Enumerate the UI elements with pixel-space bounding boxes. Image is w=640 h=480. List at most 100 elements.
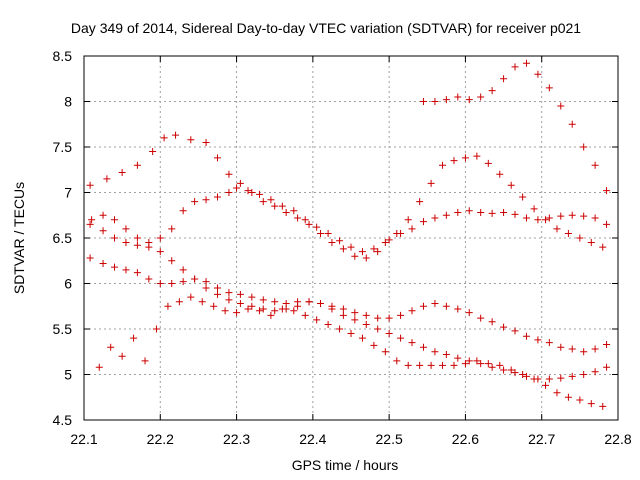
data-point: [385, 314, 393, 322]
data-point: [488, 318, 496, 326]
data-point: [267, 311, 275, 319]
data-point: [294, 214, 302, 222]
x-tick-label: 22.3: [223, 431, 250, 447]
data-point: [419, 302, 427, 310]
data-point: [530, 375, 538, 383]
data-point: [484, 159, 492, 167]
data-point: [603, 363, 611, 371]
data-point: [149, 148, 157, 156]
data-point: [236, 179, 244, 187]
data-point: [168, 225, 176, 233]
data-point: [244, 187, 252, 195]
data-point: [576, 234, 584, 242]
data-point: [259, 296, 267, 304]
data-point: [271, 202, 279, 210]
x-axis-label: GPS time / hours: [292, 457, 399, 473]
data-point: [381, 348, 389, 356]
data-point: [397, 334, 405, 342]
data-point: [351, 309, 359, 317]
data-point: [164, 302, 172, 310]
data-point: [316, 300, 324, 308]
data-point: [397, 311, 405, 319]
x-tick-label: 22.6: [452, 431, 479, 447]
data-point: [248, 293, 256, 301]
data-point: [214, 193, 221, 201]
data-point: [236, 300, 244, 308]
data-point: [358, 248, 366, 256]
data-point: [496, 170, 504, 178]
data-point: [557, 374, 565, 382]
data-point: [347, 330, 355, 338]
data-point: [152, 325, 160, 333]
data-point: [500, 75, 508, 83]
y-tick-label: 8: [64, 94, 72, 110]
data-point: [419, 98, 427, 105]
data-point: [328, 305, 336, 313]
data-point: [461, 154, 469, 162]
data-point: [473, 152, 481, 160]
data-point: [442, 350, 450, 358]
data-point: [442, 211, 450, 219]
data-point: [553, 389, 561, 397]
data-point: [557, 343, 565, 351]
data-point: [511, 210, 519, 218]
data-point: [545, 84, 553, 92]
data-point: [225, 170, 233, 178]
data-point: [99, 259, 107, 267]
data-point: [477, 93, 485, 101]
data-point: [202, 138, 210, 146]
data-point: [156, 280, 164, 287]
y-tick-label: 5.5: [53, 321, 73, 337]
data-point: [86, 181, 94, 189]
data-point: [522, 59, 530, 67]
data-point: [122, 239, 130, 247]
data-point: [488, 87, 496, 95]
data-point: [111, 263, 119, 271]
data-point: [500, 323, 508, 331]
data-point: [107, 343, 115, 351]
data-point: [172, 131, 180, 139]
data-point: [587, 239, 595, 247]
data-point: [522, 214, 530, 222]
data-point: [324, 320, 332, 328]
data-point: [255, 307, 263, 315]
data-point: [351, 316, 359, 324]
data-point: [351, 252, 359, 260]
y-axis-label: SDTVAR / TECUs: [11, 182, 27, 294]
data-point: [86, 254, 94, 262]
data-point: [404, 216, 412, 224]
data-point: [431, 348, 439, 356]
data-point: [404, 361, 412, 369]
data-point: [168, 280, 176, 287]
data-point: [282, 209, 290, 217]
data-point: [202, 196, 210, 204]
data-point: [580, 371, 588, 378]
x-tick-label: 22.8: [604, 431, 631, 447]
data-point: [465, 309, 473, 317]
data-point: [542, 381, 550, 389]
data-point: [603, 220, 611, 228]
data-point: [362, 320, 370, 328]
data-point: [156, 248, 164, 256]
data-point: [534, 336, 542, 344]
data-point: [145, 275, 153, 283]
data-point: [187, 136, 195, 144]
data-point: [576, 396, 584, 404]
x-tick-label: 22.1: [70, 431, 97, 447]
data-point: [500, 209, 508, 217]
data-point: [316, 229, 324, 237]
data-point: [511, 327, 519, 335]
data-point: [542, 216, 550, 224]
data-point: [427, 361, 435, 369]
data-point: [461, 360, 469, 368]
data-point: [259, 198, 267, 206]
data-point: [397, 229, 405, 237]
data-point: [580, 212, 588, 220]
series-track-e: [88, 179, 611, 262]
data-point: [374, 314, 382, 322]
y-tick-label: 5: [64, 367, 72, 383]
data-point: [168, 257, 176, 265]
data-point: [118, 168, 126, 176]
data-point: [255, 190, 263, 198]
data-point: [599, 243, 607, 251]
